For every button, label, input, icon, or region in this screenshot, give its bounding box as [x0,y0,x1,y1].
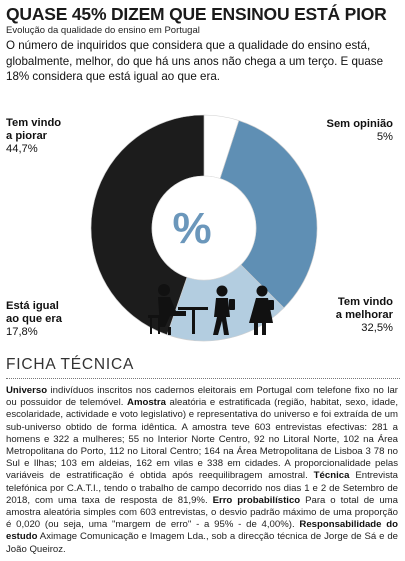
label-igual: Está igual ao que era 17,8% [6,300,62,339]
chart-title: QUASE 45% DIZEM QUE ENSINOU ESTÁ PIOR [6,4,387,24]
donut-hole [151,175,257,281]
label-melhorar: Tem vindo a melhorar 32,5% [336,296,393,335]
section-divider [6,378,400,379]
student-at-desk-icon [148,284,208,335]
amostra-label: Amostra [127,397,166,409]
responsabilidade-text: Aximage Comunicação e Imagem Lda., sob a… [6,531,398,555]
label-piorar-pct: 44,7% [6,143,38,155]
label-piorar: Tem vindo a piorar 44,7% [6,117,61,156]
label-igual-line2: ao que era [6,313,62,325]
ficha-tecnica-body: Universo indivíduos inscritos nos cadern… [6,385,398,556]
label-melhorar-line2: a melhorar [335,309,393,321]
label-melhorar-pct: 32,5% [361,322,393,334]
label-sem-opiniao-line1: Sem opinião [326,118,393,130]
percent-symbol: % [172,204,211,253]
amostra-text: aleatória e estratificada (região, habit… [6,397,399,482]
walking-boy-icon [213,285,235,335]
label-sem-opiniao: Sem opinião 5% [326,118,393,144]
ficha-tecnica-title: FICHA TÉCNICA [6,356,135,373]
label-igual-pct: 17,8% [6,326,38,338]
donut-chart: % [90,114,318,342]
label-piorar-line2: a piorar [6,130,48,142]
universo-label: Universo [6,385,48,396]
responsabilidade-label: Responsabilidade do estudo [6,519,398,543]
tecnica-text: Entrevista telefónica por C.A.T.I., tend… [6,470,398,506]
lead-paragraph: O número de inquiridos que considera que… [6,39,384,83]
universo-text: indivíduos inscritos nos cadernos eleito… [6,385,398,409]
tecnica-label: Técnica [313,470,350,482]
chart-subtitle: Evolução da qualidade do ensino em Portu… [6,25,200,36]
label-sem-opiniao-pct: 5% [376,131,393,143]
erro-label: Erro probabilístico [212,494,301,506]
erro-text: Para o total de uma amostra aleatória si… [6,494,398,531]
label-melhorar-line1: Tem vindo [337,296,393,308]
label-piorar-line1: Tem vindo [6,117,62,129]
walking-girl-icon [249,285,274,335]
label-igual-line1: Está igual [6,300,59,312]
